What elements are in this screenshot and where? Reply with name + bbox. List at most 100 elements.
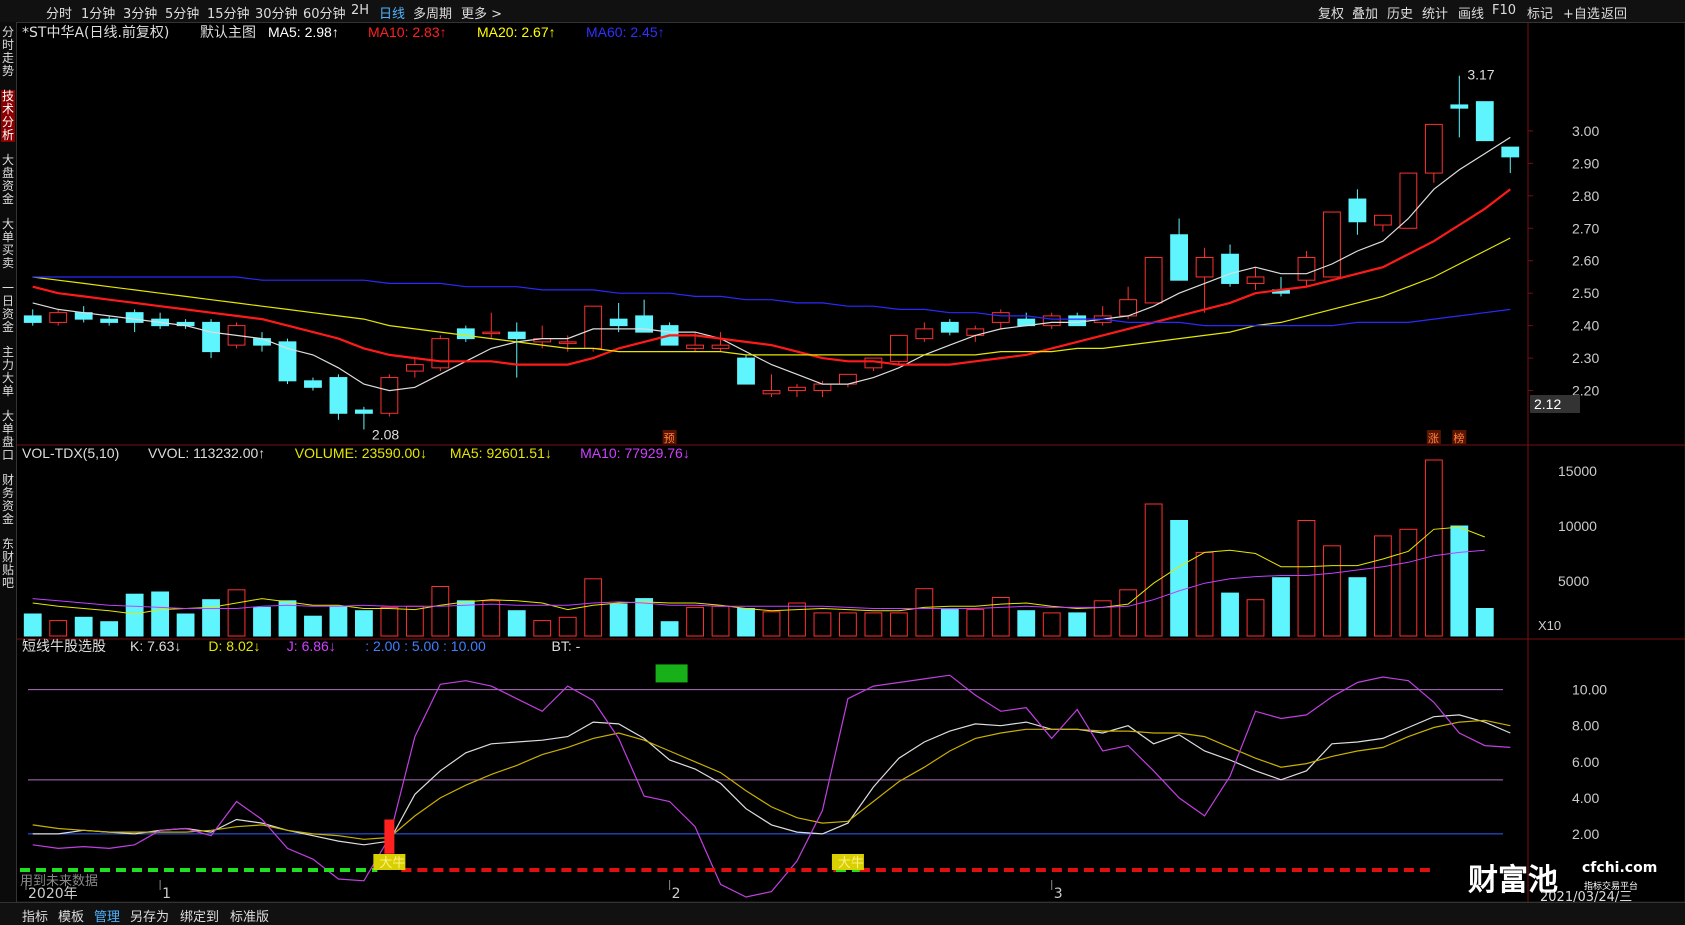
volume-bar (1144, 503, 1163, 637)
sidebar-tab[interactable]: 财务资金 (1, 473, 14, 526)
candle-body (889, 334, 908, 362)
kdj-legend: : 2.00 : 5.00 : 10.00 (365, 638, 486, 654)
template-label: 默认主图 (200, 25, 256, 41)
sidebar-tab[interactable]: 分时走势 (1, 25, 14, 78)
period-tab[interactable]: 多周期 (413, 7, 453, 22)
volume-bar (253, 606, 271, 637)
period-tab[interactable]: 30分钟 (255, 7, 298, 22)
candle-body (1450, 104, 1469, 109)
period-tab[interactable]: 日线 (379, 7, 406, 22)
period-tab[interactable]: 2H (351, 3, 370, 18)
period-tab[interactable]: 5分钟 (165, 7, 200, 22)
candle-body (609, 318, 628, 327)
volume-bar (1399, 528, 1418, 637)
current-price-label: 2.12 (1534, 396, 1561, 412)
toolbar-button[interactable]: 标记 (1527, 7, 1554, 22)
kdj-tick-label: 10.00 (1572, 682, 1607, 698)
candle-body (558, 341, 577, 344)
volume-bar (176, 613, 195, 637)
volume-bar (405, 605, 424, 637)
vol-legend: MA10: 77929.76↓ (580, 445, 690, 461)
volume-bar (431, 586, 450, 637)
toolbar-button[interactable]: 画线 (1458, 7, 1485, 22)
indicator-tab[interactable]: 管理 (94, 910, 121, 925)
watermark-tag: 指标交易平台 (1584, 882, 1639, 892)
period-tab[interactable]: 分时 (46, 7, 73, 22)
candle-body (711, 344, 730, 349)
candle-body (202, 321, 220, 353)
period-tab[interactable]: 3分钟 (123, 7, 158, 22)
candle-body (1170, 234, 1188, 281)
x-tick-label: 2 (672, 886, 681, 902)
volume-bar (74, 616, 93, 637)
ma-legend: MA10: 2.83↑ (368, 24, 447, 40)
vol-tick-label: 5000 (1558, 573, 1589, 589)
volume-bar (864, 612, 883, 637)
period-tab[interactable]: 60分钟 (303, 7, 346, 22)
candle-body (686, 344, 704, 349)
y-tick-label: 2.20 (1572, 383, 1599, 399)
volume-bar (991, 597, 1010, 637)
volume-bar (839, 612, 857, 637)
volume-bar (1221, 592, 1239, 637)
toolbar-button[interactable]: 统计 (1422, 7, 1449, 22)
toolbar-button[interactable]: F10 (1492, 3, 1517, 18)
candle-body (49, 312, 68, 323)
signal-label: 大牛 (379, 856, 405, 871)
toolbar-button[interactable]: 历史 (1387, 7, 1414, 22)
sidebar-tab[interactable]: 大盘资金 (1, 153, 14, 206)
x-tick-label: 2020年 (28, 886, 78, 902)
candle-body (1323, 211, 1341, 278)
volume-bar (1017, 610, 1036, 637)
toolbar-button[interactable]: 复权 (1318, 7, 1345, 22)
y-tick-label: 2.30 (1572, 350, 1599, 366)
period-tab[interactable]: 更多 > (461, 7, 503, 22)
y-tick-label: 2.50 (1572, 285, 1599, 301)
vol-title: VOL-TDX(5,10) (22, 445, 119, 461)
ma-line-ma5 (32, 136, 1511, 392)
volume-bar (1093, 600, 1112, 637)
price-annotation: 2.08 (372, 427, 399, 443)
candle-body (1246, 276, 1265, 284)
candle-body (329, 377, 348, 414)
period-tab[interactable]: 15分钟 (207, 7, 250, 22)
ma-line-ma60 (32, 276, 1511, 327)
candle-body (355, 409, 373, 414)
sidebar-tab[interactable]: 主力大单 (1, 345, 14, 398)
volume-bar (1475, 608, 1494, 637)
sidebar-tab[interactable]: 东财贴吧 (1, 537, 14, 590)
y-tick-label: 2.60 (1572, 253, 1599, 269)
sidebar-tab[interactable]: 大单盘口 (1, 409, 14, 462)
toolbar-button[interactable]: 返回 (1601, 7, 1628, 22)
sidebar-tab[interactable]: 一日资金 (1, 281, 14, 334)
sidebar-tab[interactable]: 技术分析 (1, 89, 15, 142)
main-title: *ST中华A(日线.前复权) (22, 24, 169, 41)
indicator-tab[interactable]: 标准版 (230, 910, 270, 925)
volume-bar (1272, 577, 1290, 637)
marker-box (1452, 430, 1467, 444)
indicator-tab[interactable]: 模板 (58, 910, 85, 925)
candle-body (584, 305, 603, 349)
ma-legend: MA20: 2.67↑ (477, 24, 556, 40)
candle-body (1195, 256, 1214, 278)
candle-body (915, 328, 934, 340)
period-tab[interactable]: 1分钟 (81, 7, 116, 22)
candle-body (482, 331, 501, 335)
sidebar-tab[interactable]: 大单买卖 (1, 217, 14, 270)
indicator-tab[interactable]: 另存为 (130, 910, 170, 925)
candle-body (125, 312, 144, 323)
ma-legend: MA60: 2.45↑ (586, 24, 665, 40)
toolbar-button[interactable]: 叠加 (1352, 7, 1379, 22)
watermark-site: cfchi.com (1582, 860, 1658, 876)
volume-bar (966, 609, 985, 637)
volume-bar (507, 610, 526, 637)
indicator-tab[interactable]: 指标 (22, 910, 49, 925)
candle-body (635, 315, 654, 333)
x-tick-label: 3 (1054, 886, 1063, 902)
toolbar-button[interactable]: +自选 (1563, 7, 1600, 22)
volume-bar (100, 621, 119, 637)
x-tick-label: 1 (162, 886, 171, 902)
candle-body (762, 390, 781, 395)
indicator-tab[interactable]: 绑定到 (180, 910, 220, 925)
